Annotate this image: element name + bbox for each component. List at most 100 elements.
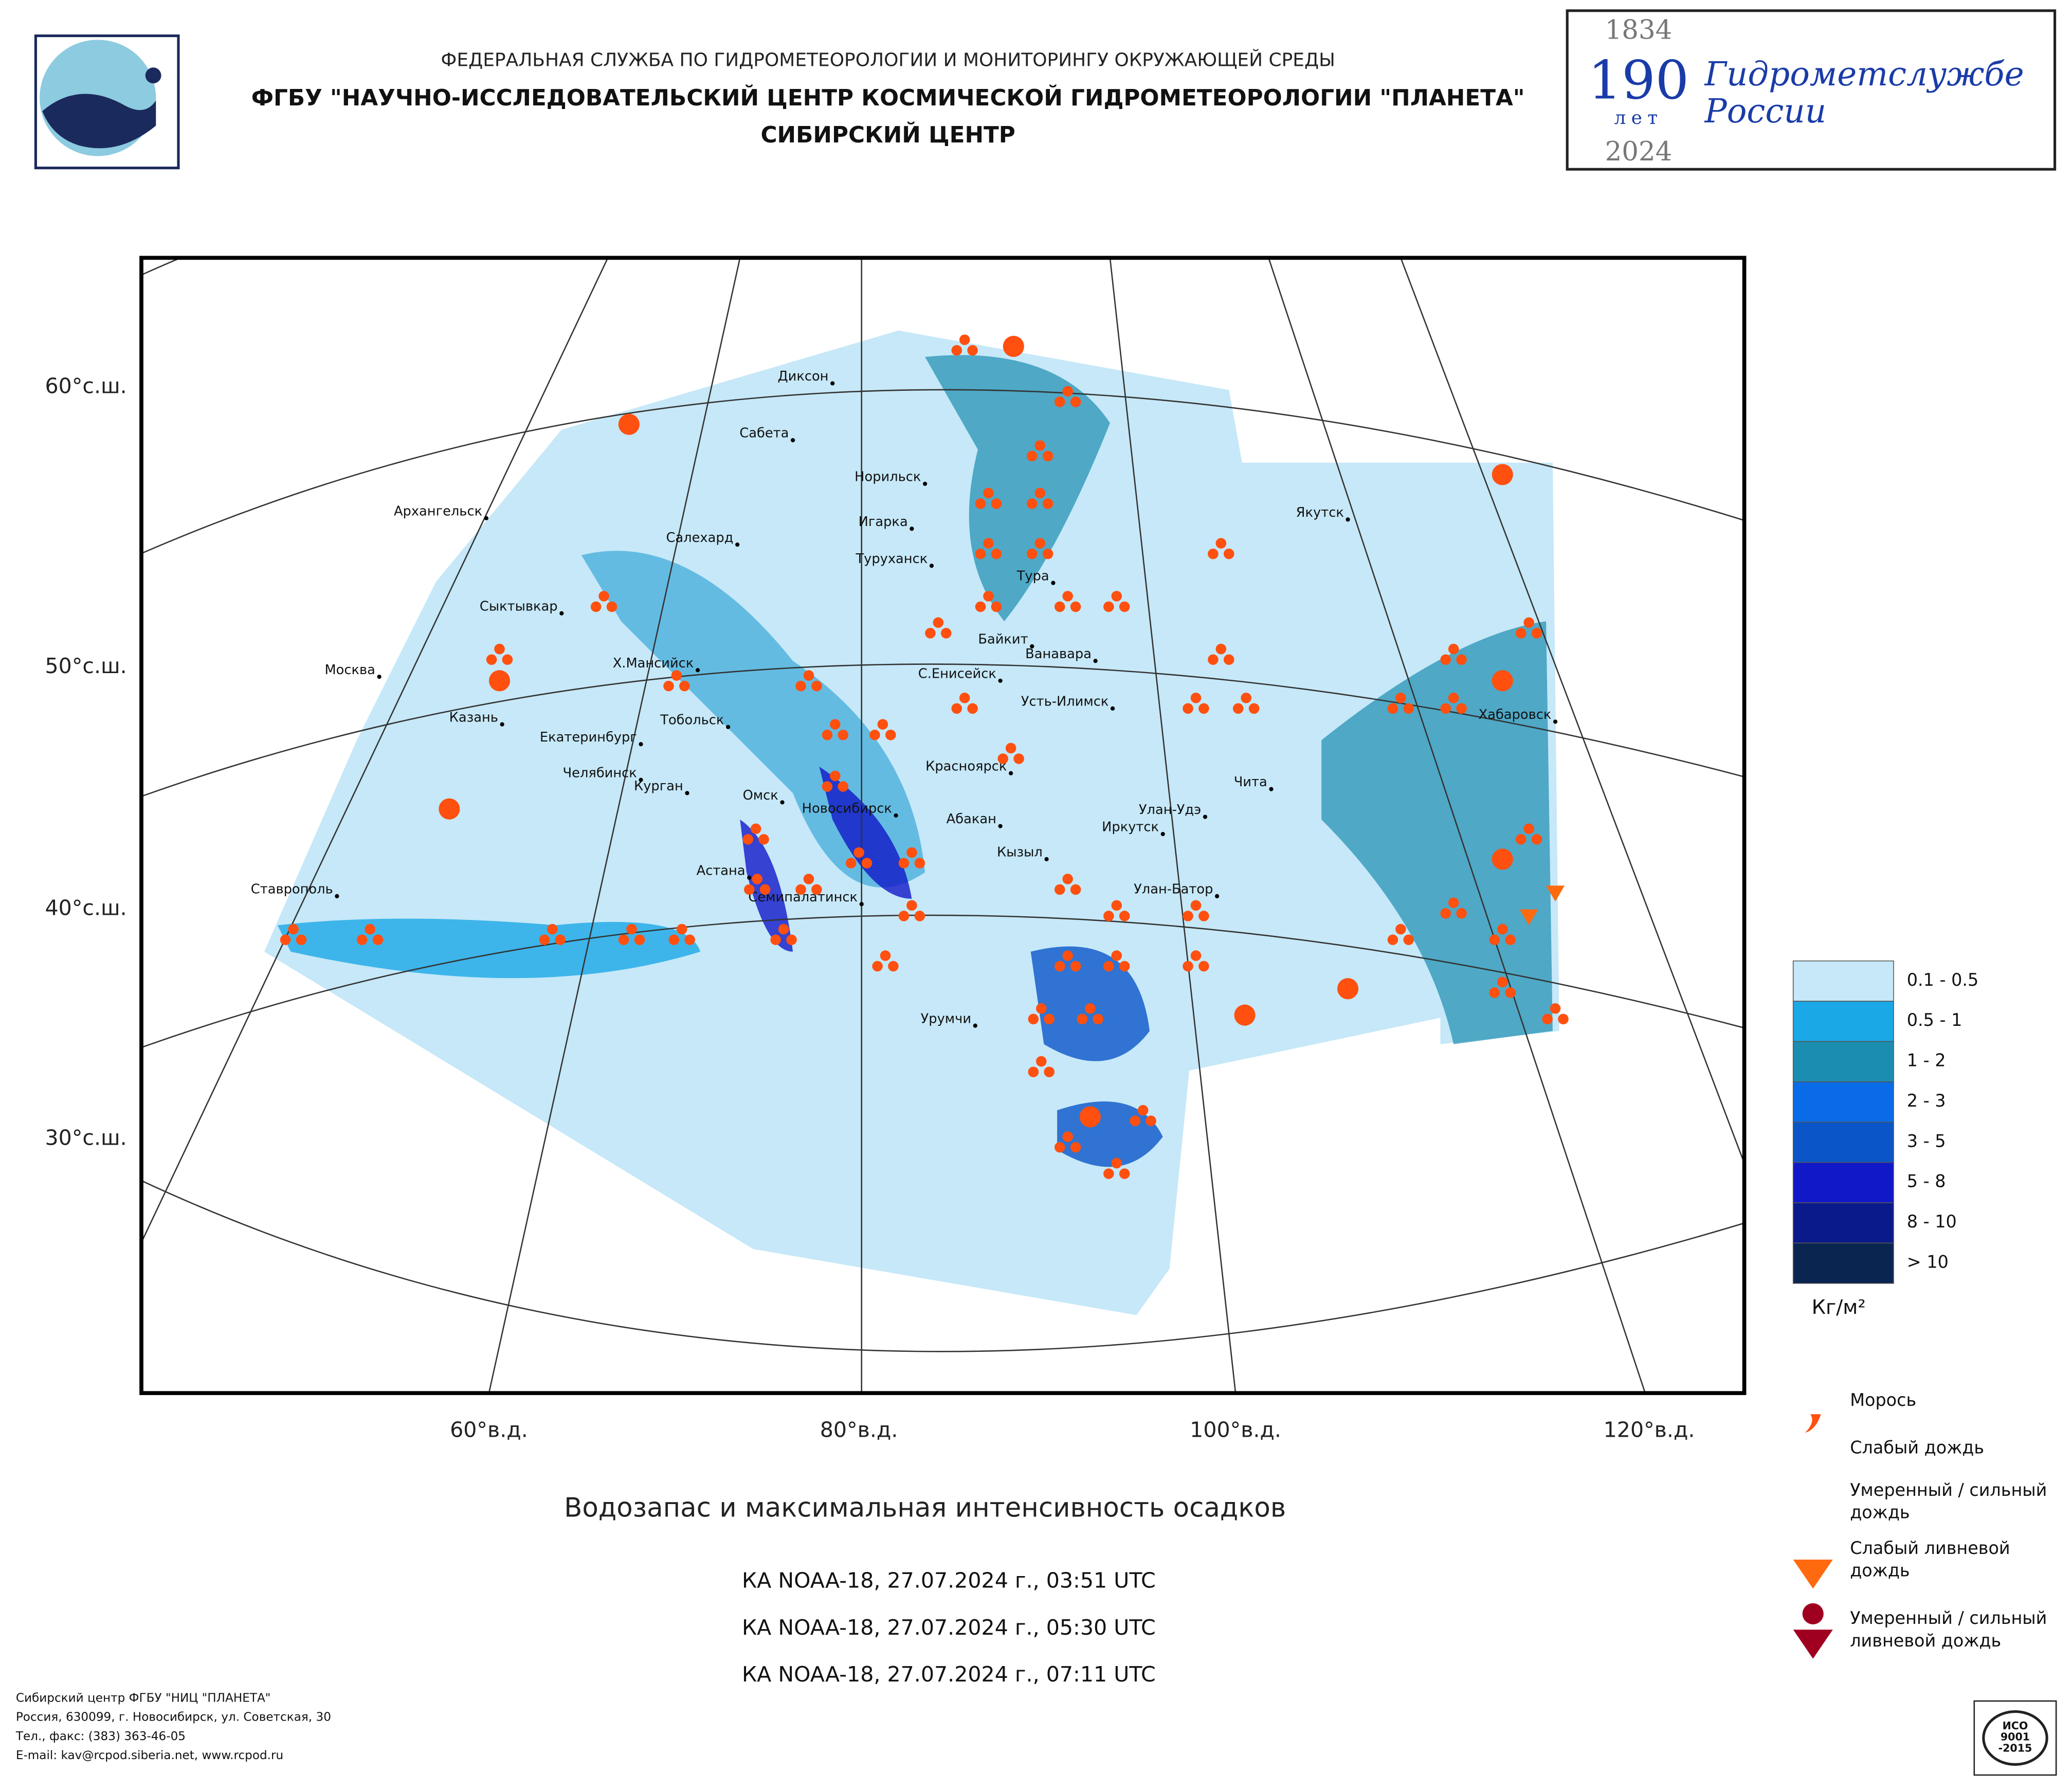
city-dot: [335, 894, 339, 898]
rain-mark: [1070, 884, 1081, 895]
meridian: [1268, 258, 1646, 1394]
rain-mark: [1054, 884, 1065, 895]
legend-label: > 10: [1907, 1252, 1949, 1272]
anniversary-line: Гидрометслужбе: [1704, 55, 2024, 94]
center: СИБИРСКИЙ ЦЕНТР: [760, 121, 1015, 148]
city-dot: [790, 438, 795, 443]
city-label: Казань: [449, 710, 498, 725]
badge-ring: [1982, 1710, 2048, 1766]
rain-mark: [1137, 1105, 1149, 1116]
rain-mark: [488, 670, 511, 692]
anniversary-frame: [1566, 9, 2057, 171]
rain-mark: [1103, 961, 1114, 972]
symbol-label: Слабый дождь: [1850, 1438, 1984, 1458]
city-label: Чита: [1234, 774, 1267, 790]
lon-label: 60°в.д.: [450, 1418, 528, 1442]
meridian: [141, 258, 609, 1243]
rain-mark: [811, 884, 822, 895]
city-label: Улан-Батор: [1134, 881, 1213, 897]
legend-label: 3 - 5: [1907, 1131, 1946, 1151]
rain-mark: [1062, 591, 1073, 602]
rain-mark: [1183, 961, 1193, 972]
rain-mark: [1034, 487, 1045, 499]
rain-mark: [914, 858, 925, 869]
rain-mark: [1492, 464, 1513, 485]
rain-mark: [880, 950, 891, 961]
city-label: Тобольск: [660, 712, 724, 728]
cities: Диксон Сабета Норильск Архангельск Игарка Сал…: [251, 369, 1558, 1028]
rain-mark: [1093, 1014, 1104, 1025]
rain-mark: [933, 617, 944, 628]
rain-mark: [1034, 440, 1045, 451]
rain-mark: [1794, 1383, 1831, 1420]
rain-mark: [838, 781, 849, 792]
city-dot: [1044, 857, 1049, 861]
legend-label: 0.1 - 0.5: [1907, 970, 1979, 990]
city-label: Урумчи: [921, 1011, 971, 1026]
rain-mark: [1119, 961, 1130, 972]
rain-mark: [1070, 601, 1081, 612]
city-label: Астана: [697, 863, 746, 878]
rain-mark: [1803, 1533, 1824, 1554]
city-label: Туруханск: [855, 551, 928, 567]
lon-label: 120°в.д.: [1604, 1418, 1695, 1442]
city-dot: [998, 824, 1003, 828]
rain-mark: [959, 334, 970, 346]
city-label: Новосибирск: [802, 801, 892, 817]
rain-mark: [1119, 601, 1130, 612]
rain-mark: [888, 961, 899, 972]
rain-mark: [803, 670, 814, 681]
city-label: Якутск: [1296, 505, 1344, 520]
rain-mark: [1070, 396, 1081, 407]
agency: ФЕДЕРАЛЬНАЯ СЛУЖБА ПО ГИДРОМЕТЕОРОЛОГИИ …: [441, 49, 1335, 70]
rain-mark: [486, 654, 497, 665]
parallel: [141, 389, 1744, 554]
rain-mark: [1387, 703, 1398, 714]
rain-mark: [1796, 1432, 1830, 1466]
rain-mark: [676, 924, 687, 935]
city-label: Красноярск: [925, 758, 1007, 774]
rain-mark: [1403, 703, 1414, 714]
parallel: [141, 914, 1744, 1048]
rain-mark: [1036, 1056, 1047, 1067]
legend-swatch: [1792, 1001, 1894, 1042]
rain-mark: [1492, 848, 1513, 870]
rain-mark: [1223, 654, 1234, 665]
year-end: 2024: [1605, 136, 1673, 167]
rain-mark: [877, 719, 888, 730]
axis-labels: 60°с.ш. 50°с.ш. 40°с.ш. 30°с.ш. 60°в.д. 80°в.…: [45, 373, 1695, 1442]
legend-label: 2 - 3: [1907, 1091, 1946, 1111]
rain-mark: [1111, 1157, 1122, 1169]
city-dot: [1093, 659, 1098, 663]
rain-mark: [1515, 628, 1526, 639]
rain-mark: [618, 934, 629, 945]
rain-mark: [1440, 654, 1451, 665]
symbol-label: Умеренный / сильный: [1850, 1480, 2047, 1500]
rain-mark: [759, 884, 771, 895]
rain-mark: [1531, 628, 1542, 639]
rain-mark: [822, 729, 833, 740]
rain-mark: [1034, 538, 1045, 549]
rain-mark: [1448, 692, 1459, 703]
city-dot: [500, 722, 504, 727]
rain-mark: [1042, 498, 1053, 509]
city-dot: [639, 777, 643, 782]
rain-mark: [1791, 1498, 1811, 1518]
rain-mark: [671, 670, 682, 681]
city-label: Байкит: [978, 632, 1028, 647]
rain-mark: [1248, 703, 1260, 714]
rain-mark: [811, 680, 822, 692]
lon-label: 100°в.д.: [1190, 1418, 1281, 1442]
rain-mark: [1492, 670, 1513, 692]
rain-mark: [983, 591, 994, 602]
parallel: [141, 1180, 1744, 1352]
rain-mark: [758, 834, 769, 845]
city-dot: [1214, 894, 1220, 898]
city-label: Салехард: [666, 530, 734, 546]
rain-mark: [940, 628, 952, 639]
footer-line: Сибирский центр ФГБУ "НИЦ "ПЛАНЕТА": [16, 1691, 271, 1705]
logo-wave: [42, 94, 156, 149]
rain-mark: [1448, 897, 1459, 908]
symbol-label: дождь: [1850, 1503, 1910, 1523]
city-label: Игарка: [859, 514, 908, 530]
